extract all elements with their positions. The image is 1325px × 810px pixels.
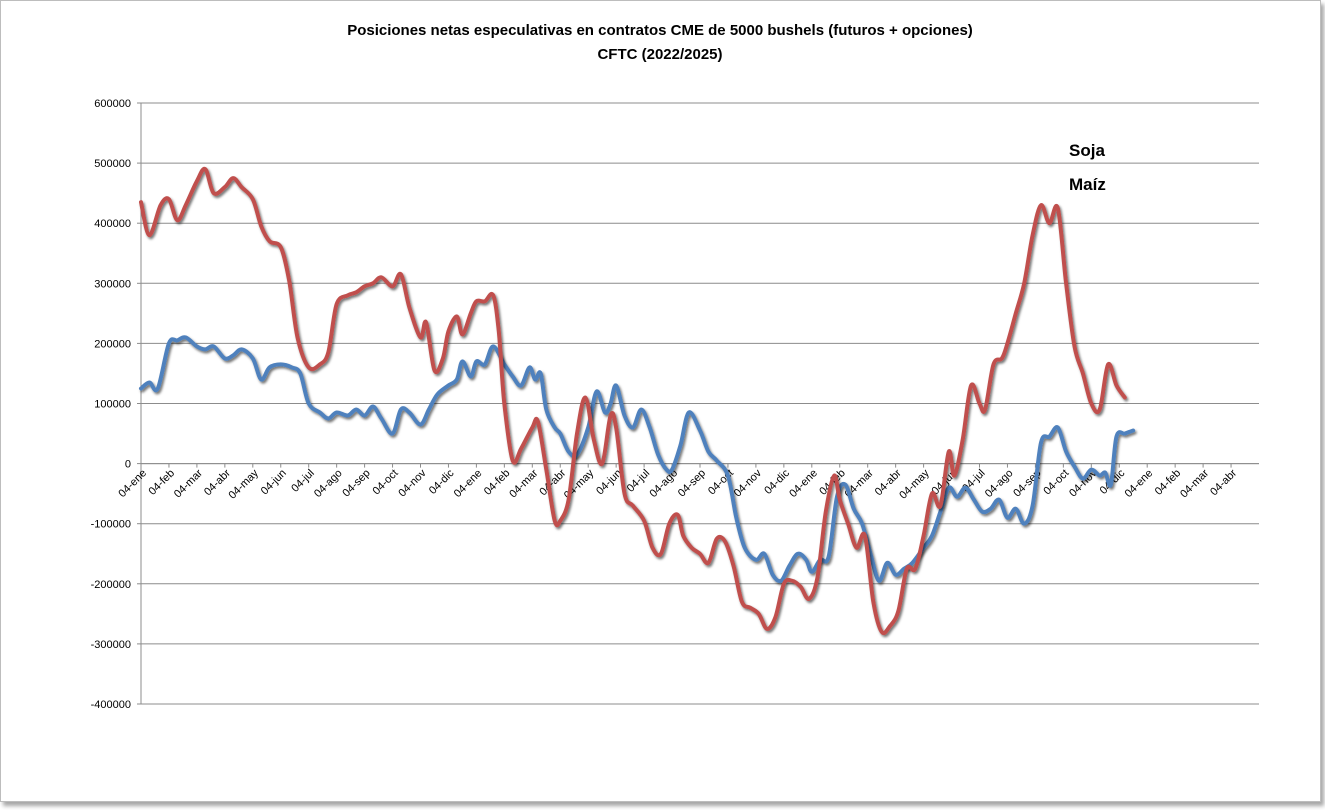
x-tick-label: 04-oct [371, 467, 401, 497]
x-tick-label: 04-ene [452, 467, 485, 500]
x-tick-label: 04-ene [1123, 467, 1156, 500]
x-tick-label: 04-ago [983, 467, 1016, 500]
y-tick-label: 200000 [94, 338, 131, 350]
y-axis-ticks: 600000 500000 400000 300000 200000 100000 0 -10… [91, 98, 131, 711]
y-tick-label: 300000 [94, 278, 131, 290]
y-tick-label: 600000 [94, 98, 131, 110]
y-tick-label: 0 [125, 459, 131, 471]
x-tick-label: 04-ene [787, 467, 820, 500]
chart-subtitle: CFTC (2022/2025) [597, 46, 722, 63]
legend-label: Soja [1069, 141, 1105, 160]
x-tick-label: 04-ago [312, 467, 345, 500]
y-tick-label: -100000 [91, 519, 131, 531]
x-tick-label: 04-jun [259, 467, 289, 497]
series-line-maz [139, 166, 1127, 636]
x-tick-label: 04-may [562, 467, 597, 502]
legend: Soja Maíz [1036, 141, 1106, 194]
y-tick-label: -300000 [91, 639, 131, 651]
x-tick-label: 04-may [226, 467, 261, 502]
x-tick-label: 04-sep [340, 467, 372, 499]
y-tick-label: 100000 [94, 399, 131, 411]
series-line-soja [139, 335, 1136, 584]
x-tick-label: 04-oct [1041, 467, 1071, 497]
x-tick-label: 04-mar [507, 467, 540, 500]
x-tick-label: 04-mar [172, 467, 205, 500]
x-tick-label: 04-nov [732, 467, 765, 500]
x-tick-label: 04-mar [1178, 467, 1211, 500]
x-tick-label: 04-may [897, 467, 932, 502]
y-tick-label: 500000 [94, 158, 131, 170]
x-tick-label: 04-abr [1208, 467, 1239, 498]
y-tick-label: -400000 [91, 699, 131, 711]
y-tick-label: -200000 [91, 579, 131, 591]
chart-title: Posiciones netas especulativas en contra… [347, 22, 973, 39]
y-tick-label: 400000 [94, 218, 131, 230]
x-tick-label: 04-sep [676, 467, 708, 499]
x-tick-label: 04-ago [647, 467, 680, 500]
x-tick-label: 04-ene [116, 467, 149, 500]
x-tick-label: 04-nov [396, 467, 429, 500]
legend-label: Maíz [1069, 175, 1106, 194]
series-lines [139, 166, 1136, 636]
